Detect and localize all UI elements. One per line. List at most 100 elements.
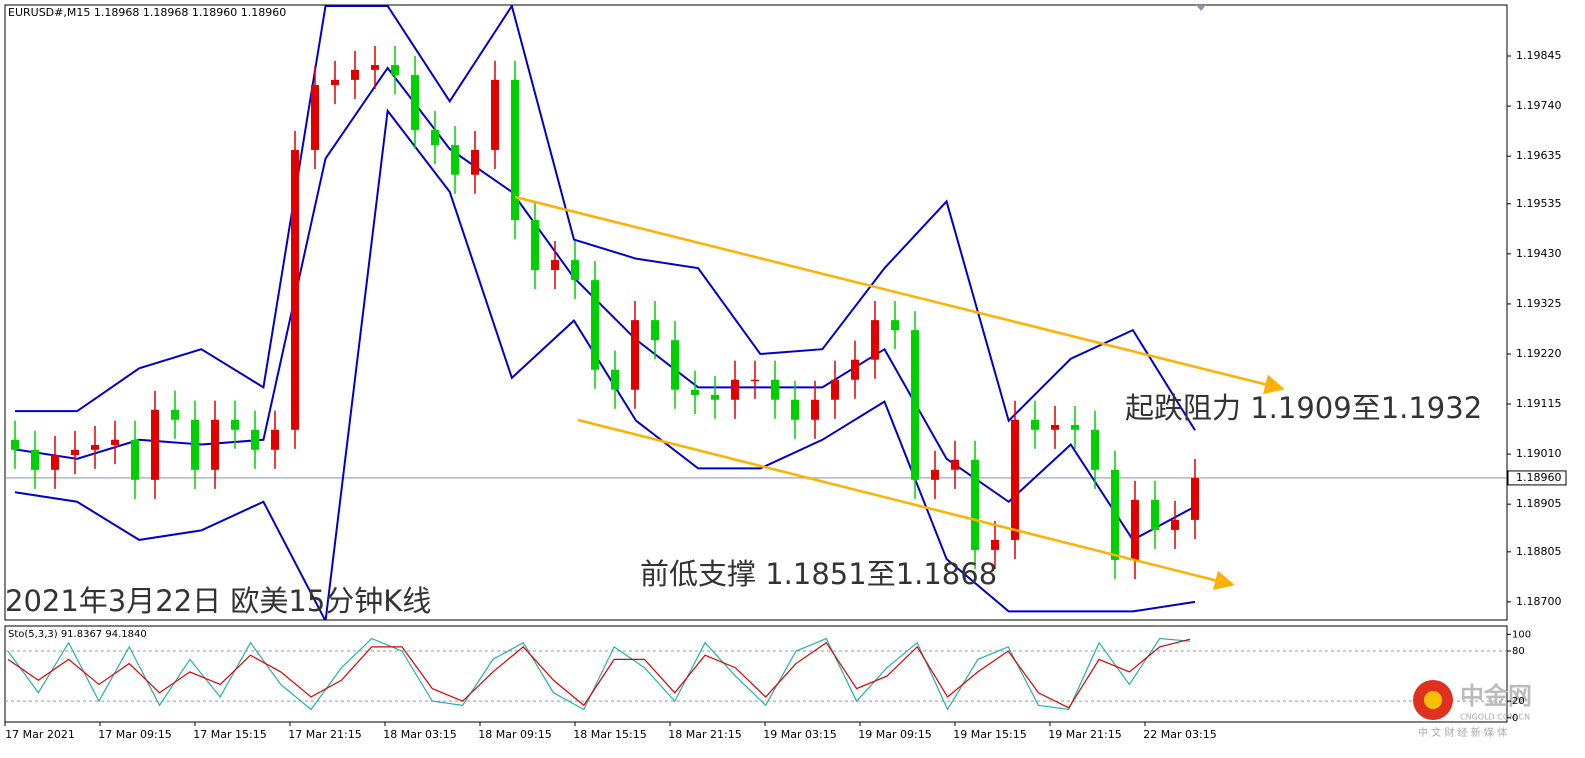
candle-body (571, 260, 579, 281)
candle-body (651, 320, 659, 341)
candle-body (371, 65, 379, 70)
candle-body (951, 459, 959, 470)
candle-body (231, 419, 239, 430)
bollinger-band (14, 108, 1196, 620)
x-tick-label: 18 Mar 03:15 (383, 728, 456, 741)
candle-body (31, 449, 39, 470)
candle-body (911, 330, 919, 480)
y-tick-label: 1.19010 (1516, 447, 1562, 460)
x-tick-label: 17 Mar 2021 (5, 728, 75, 741)
candle-body (1131, 499, 1139, 560)
current-price-box (1507, 470, 1567, 486)
candle-body (1011, 419, 1019, 540)
candle-body (271, 429, 279, 450)
candle-body (111, 439, 119, 446)
y-tick-label: 1.18700 (1516, 595, 1562, 608)
candle-body (1091, 429, 1099, 470)
stochastic-panel (4, 625, 1508, 723)
candle-body (71, 449, 79, 456)
candle-body (971, 459, 979, 550)
logo-icon-inner (1424, 691, 1442, 709)
candle-body (611, 369, 619, 390)
stochastic-label: Sto(5,3,3) 91.8367 94.1840 (8, 629, 147, 640)
candle-body (451, 145, 459, 175)
candle-body (851, 359, 859, 380)
candle-body (171, 409, 179, 420)
candle-body (1191, 477, 1199, 520)
y-tick-label: 1.19430 (1516, 247, 1562, 260)
candle-body (511, 79, 519, 221)
main-panel (4, 4, 1508, 621)
candle-body (151, 409, 159, 480)
logo: 中金网 CNGOLD.COM.CN 中 文 财 经 新 媒 体 (1413, 680, 1532, 739)
candle-body (731, 379, 739, 400)
sto-tick-label: 80 (1512, 646, 1525, 657)
candle-body (931, 469, 939, 480)
candle-body (331, 79, 339, 86)
x-tick-label: 19 Mar 03:15 (763, 728, 836, 741)
y-tick-label: 1.19845 (1516, 49, 1562, 62)
candle-body (131, 439, 139, 480)
candle-body (1071, 425, 1079, 430)
x-tick-label: 19 Mar 21:15 (1048, 728, 1121, 741)
price-plot (5, 5, 1507, 620)
sto-tick-label: 0 (1512, 713, 1518, 724)
x-tick-label: 19 Mar 15:15 (953, 728, 1026, 741)
candle-body (1051, 425, 1059, 430)
candle-body (1151, 499, 1159, 530)
x-tick-label: 19 Mar 09:15 (858, 728, 931, 741)
sto-tick-label: 100 (1512, 629, 1531, 640)
x-tick-label: 18 Mar 21:15 (668, 728, 741, 741)
candle-body (691, 389, 699, 395)
stochastic-plot (5, 637, 1507, 711)
candle-body (531, 220, 539, 271)
candle-body (351, 69, 359, 80)
support-annotation: 前低支撑 1.1851至1.1868 (640, 557, 997, 591)
candle-body (551, 260, 559, 271)
candle-body (891, 320, 899, 331)
candle-body (1171, 519, 1179, 530)
x-tick-label: 18 Mar 15:15 (573, 728, 646, 741)
candle-body (831, 379, 839, 400)
x-tick-label: 17 Mar 09:15 (98, 728, 171, 741)
candle-body (251, 429, 259, 450)
support-trendline (577, 418, 1235, 591)
candle-body (711, 394, 719, 400)
candle-body (191, 419, 199, 470)
y-tick-label: 1.18905 (1516, 497, 1562, 510)
sto-line (7, 638, 1191, 709)
sto-tick-label: 20 (1512, 696, 1525, 707)
candle-body (751, 379, 759, 382)
y-tick-label: 1.19635 (1516, 149, 1562, 162)
candle-body (311, 85, 319, 150)
candle-body (491, 79, 499, 150)
candle-body (1031, 419, 1039, 430)
bollinger-band (15, 5, 1196, 431)
candle-body (211, 419, 219, 470)
header: EURUSD#,M15 1.18968 1.18968 1.18960 1.18… (8, 6, 286, 19)
y-tick-label: 1.18805 (1516, 545, 1562, 558)
x-tick-label: 17 Mar 21:15 (288, 728, 361, 741)
candle-body (91, 445, 99, 450)
candle-body (471, 149, 479, 175)
candle-body (591, 280, 599, 370)
y-tick-label: 1.19325 (1516, 297, 1562, 310)
candle-body (11, 439, 19, 450)
logo-slogan: 中 文 财 经 新 媒 体 (1418, 726, 1507, 739)
candle-body (431, 129, 439, 146)
candle-body (411, 75, 419, 130)
candle-body (631, 320, 639, 390)
candle-body (811, 399, 819, 420)
current-price-label: 1.18960 (1516, 471, 1562, 484)
candle-body (291, 149, 299, 430)
candle-body (51, 455, 59, 470)
shift-marker (1196, 5, 1206, 11)
candle-body (791, 399, 799, 420)
logo-name: 中金网 (1460, 682, 1532, 710)
candle-body (1111, 469, 1119, 560)
candle-body (671, 340, 679, 390)
candle-body (391, 65, 399, 76)
candle-body (871, 320, 879, 360)
y-tick-label: 1.19115 (1516, 397, 1562, 410)
